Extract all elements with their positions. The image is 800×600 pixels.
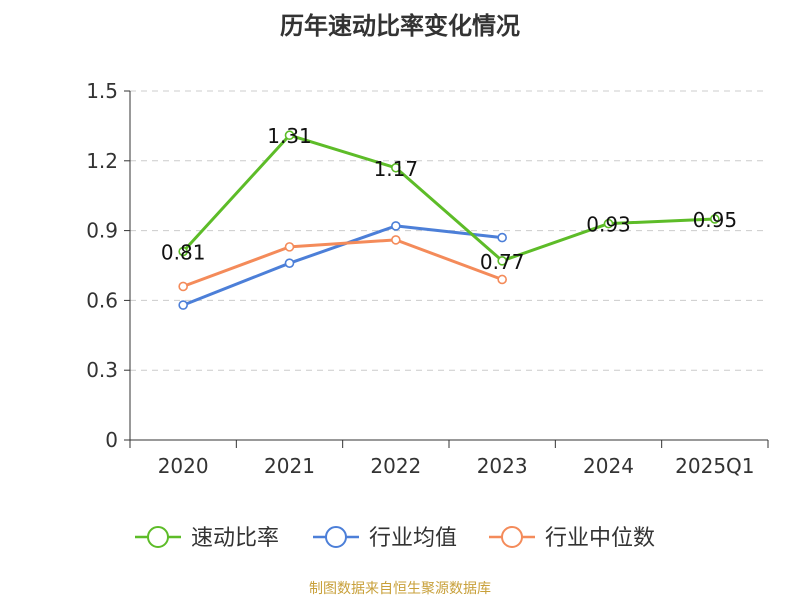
series-line-2 [182, 238, 503, 288]
y-tick-label: 0.9 [86, 219, 118, 243]
y-tick-label: 1.5 [86, 79, 118, 103]
y-tick-label: 1.2 [86, 149, 118, 173]
series-point-1 [497, 232, 507, 243]
data-label: 1.17 [374, 157, 419, 181]
legend-label: 速动比率 [191, 526, 279, 551]
x-tick-label: 2024 [583, 454, 634, 478]
series-point-2 [497, 274, 507, 285]
x-tick-label: 2020 [158, 454, 209, 478]
x-tick-label: 2021 [264, 454, 315, 478]
legend-marker [325, 526, 347, 548]
source-note: 制图数据来自恒生聚源数据库 [309, 581, 491, 597]
series-point-1 [284, 258, 295, 268]
series-line-1 [182, 224, 503, 307]
series-point-0 [178, 246, 188, 257]
data-label: 1.31 [267, 124, 312, 148]
legend-label: 行业均值 [369, 526, 457, 551]
x-tick-label: 2025Q1 [675, 454, 754, 478]
series-point-2 [178, 281, 188, 292]
chart-title: 历年速动比率变化情况 [280, 12, 520, 40]
y-tick-label: 0.6 [86, 288, 118, 312]
y-tick-label: 0 [105, 428, 118, 452]
data-label: 0.93 [586, 213, 631, 237]
series-point-0 [497, 256, 507, 266]
data-label: 0.81 [161, 241, 206, 265]
series-point-2 [391, 235, 401, 245]
series-point-2 [284, 242, 295, 252]
y-tick-label: 0.3 [86, 358, 118, 382]
x-tick-label: 2023 [477, 454, 528, 478]
legend-label: 行业中位数 [545, 526, 655, 551]
series-point-0 [603, 218, 614, 229]
series-line-0 [182, 133, 715, 263]
data-label: 0.95 [693, 208, 738, 232]
data-label: 0.77 [480, 250, 525, 274]
legend-marker [501, 526, 523, 548]
series-point-1 [391, 221, 401, 231]
series-point-0 [710, 214, 720, 224]
x-tick-label: 2022 [370, 454, 421, 478]
series-point-1 [178, 300, 188, 310]
legend-marker [147, 526, 169, 548]
series-point-0 [391, 162, 401, 173]
series-point-0 [284, 130, 295, 141]
